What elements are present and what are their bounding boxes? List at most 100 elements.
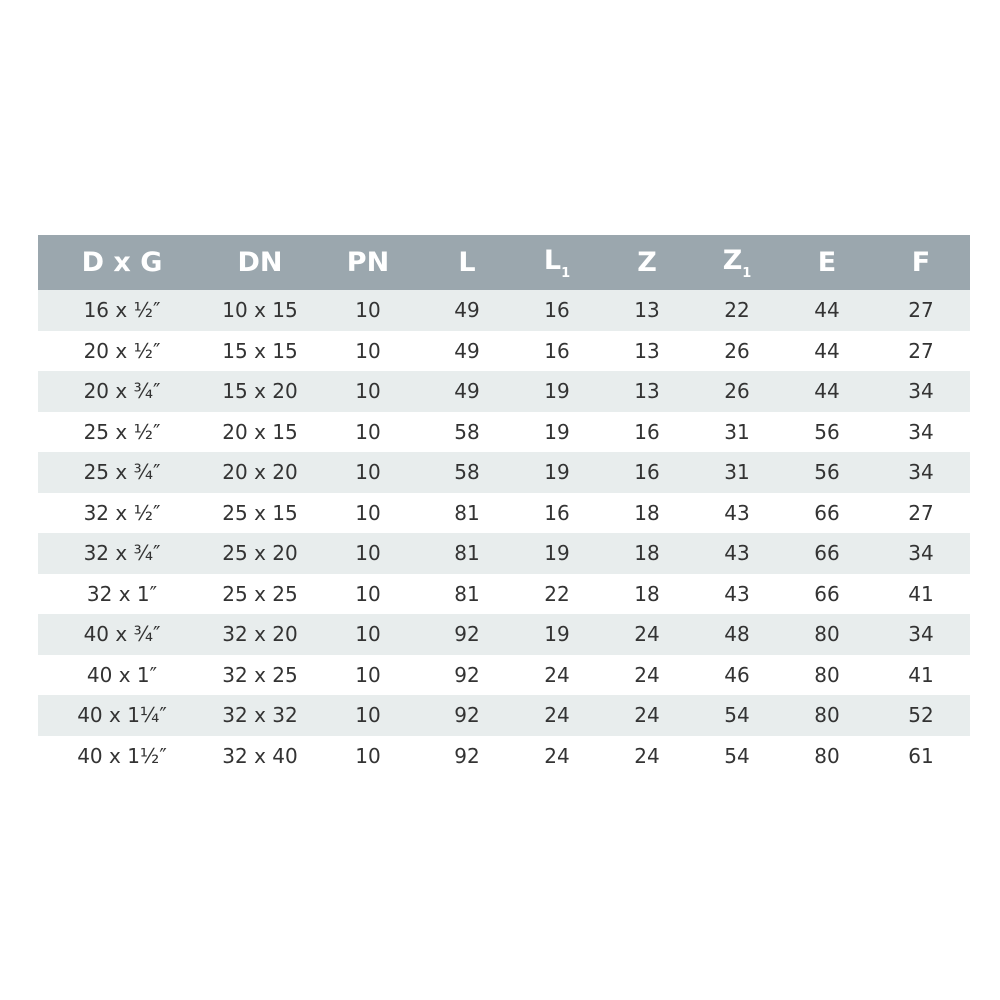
column-header-label: E [817,247,837,278]
table-cell: 19 [512,533,602,574]
table-cell: 34 [908,419,934,444]
table-cell: 10 [314,614,422,655]
column-header: DN [206,235,314,290]
table-cell: 92 [422,614,512,655]
table-cell: 32 x 20 [206,614,314,655]
table-cell: 10 [314,290,422,331]
table-cell: 27 [908,338,934,363]
table-cell: 40 x ¾″ [38,614,206,655]
table-row: 25 x ¾″ 20 x 20 10 58 19 16 31 56 34 [38,452,970,493]
table-cell: 32 x ½″ [83,500,161,525]
table-cell: 16 x ½″ [38,290,206,331]
table-cell: 24 [512,695,602,736]
table-cell: 80 [782,614,872,655]
table-cell: 19 [512,452,602,493]
table-cell: 44 [782,290,872,331]
table-row: 16 x ½″ 10 x 15 10 49 16 13 22 44 27 [38,290,970,331]
table-cell: 10 [314,452,422,493]
table-cell: 20 x ½″ [83,338,161,363]
table-cell: 66 [814,500,840,525]
table-cell: 24 [634,662,660,687]
table-row: 20 x ½″ 15 x 15 10 49 16 13 26 44 27 [38,331,970,372]
table-cell: 25 x ¾″ [38,452,206,493]
table-cell: 46 [724,662,750,687]
table-cell: 40 x 1¼″ [38,695,206,736]
column-header: E [782,235,872,290]
table-cell: 34 [872,533,970,574]
table-row: 40 x ¾″ 32 x 20 10 92 19 24 48 80 34 [38,614,970,655]
table-cell: 15 x 20 [206,371,314,412]
column-header: D x G [38,235,206,290]
table-cell: 22 [544,581,570,606]
table-cell: 32 x 32 [206,695,314,736]
table-cell: 13 [634,338,660,363]
table-cell: 22 [692,290,782,331]
table-cell: 80 [814,662,840,687]
table-cell: 27 [908,500,934,525]
table-cell: 41 [908,662,934,687]
table-cell: 44 [782,371,872,412]
table-cell: 16 [602,452,692,493]
table-cell: 10 [355,500,381,525]
table-cell: 52 [872,695,970,736]
table-cell: 19 [512,371,602,412]
table-row: 40 x 1½″ 32 x 40 10 92 24 24 54 80 61 [38,736,970,777]
table-cell: 20 x ¾″ [38,371,206,412]
table-cell: 49 [454,338,480,363]
table-cell: 40 x 1″ [86,662,158,687]
table-row: 32 x ½″ 25 x 15 10 81 16 18 43 66 27 [38,493,970,534]
column-header-label: F [911,247,931,278]
column-header-label: DN [237,247,283,278]
column-header: F [872,235,970,290]
table-cell: 54 [724,743,750,768]
table-cell: 66 [782,533,872,574]
table-cell: 34 [872,452,970,493]
table-cell: 61 [908,743,934,768]
table-cell: 24 [634,743,660,768]
table-cell: 10 x 15 [206,290,314,331]
table-header-row: D x G DN PN L L1 Z Z1 E F [38,235,970,290]
table-row: 32 x 1″ 25 x 25 10 81 22 18 43 66 41 [38,574,970,615]
table-cell: 54 [692,695,782,736]
table-cell: 18 [602,533,692,574]
table-cell: 18 [634,581,660,606]
table-cell: 34 [872,614,970,655]
table-cell: 16 [544,338,570,363]
table-cell: 10 [314,533,422,574]
table-cell: 80 [814,743,840,768]
table-cell: 10 [314,371,422,412]
table-cell: 58 [422,452,512,493]
table-cell: 31 [692,452,782,493]
table-cell: 13 [602,290,692,331]
table-cell: 13 [602,371,692,412]
table-cell: 24 [602,695,692,736]
table-cell: 32 x 25 [222,662,298,687]
table-cell: 25 x ½″ [83,419,161,444]
table-cell: 40 x 1½″ [77,743,167,768]
column-header-label: L [543,244,562,276]
table-cell: 10 [355,743,381,768]
table-cell: 19 [544,419,570,444]
dimensions-table: D x G DN PN L L1 Z Z1 E F 16 x ½″ 10 x 15 10 49 16 13… [38,235,970,776]
table-cell: 81 [454,500,480,525]
table-row: 20 x ¾″ 15 x 20 10 49 19 13 26 44 34 [38,371,970,412]
column-header-label: D x G [81,247,163,278]
table-cell: 66 [814,581,840,606]
table-cell: 92 [454,662,480,687]
table-cell: 92 [454,743,480,768]
column-header-subscript: 1 [742,265,752,281]
table-cell: 48 [692,614,782,655]
table-cell: 43 [692,533,782,574]
table-cell: 10 [355,581,381,606]
table-row: 32 x ¾″ 25 x 20 10 81 19 18 43 66 34 [38,533,970,574]
table-cell: 16 [512,290,602,331]
table-cell: 25 x 15 [222,500,298,525]
column-header-label: L [458,247,476,278]
table-cell: 26 [724,338,750,363]
table-cell: 32 x 40 [222,743,298,768]
table-cell: 10 [314,695,422,736]
table-cell: 56 [814,419,840,444]
column-header: L1 [512,235,602,290]
table-cell: 24 [544,743,570,768]
table-cell: 32 x 1″ [86,581,158,606]
